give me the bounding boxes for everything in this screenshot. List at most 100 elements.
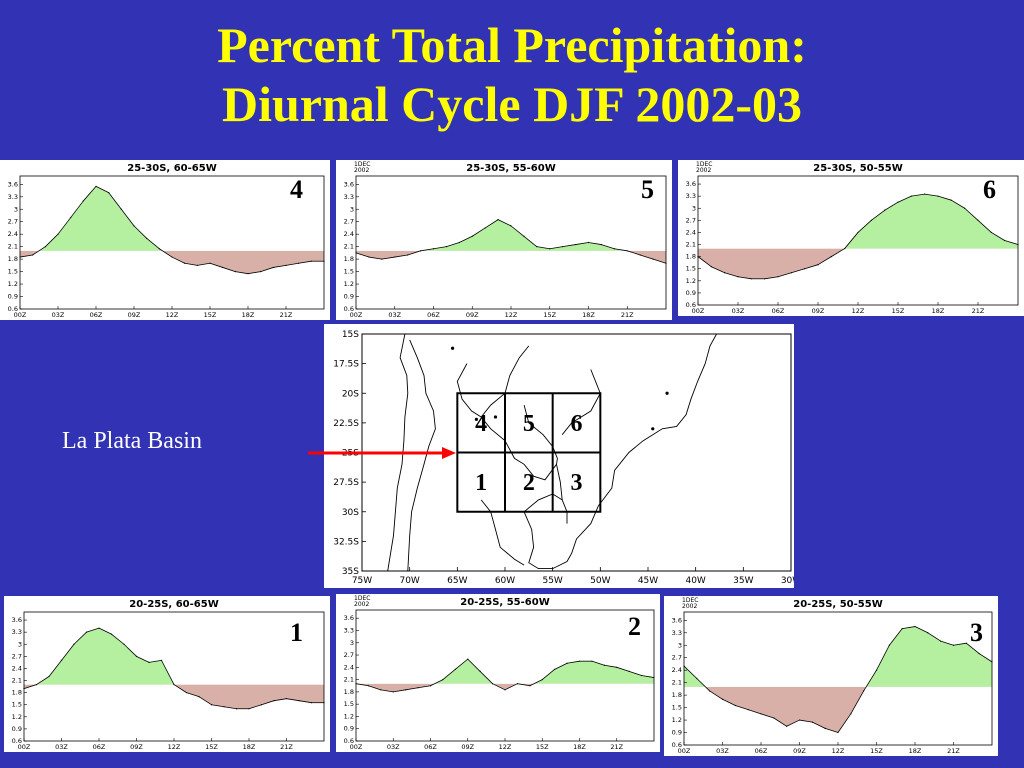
series-segment [652,258,667,264]
series-segment [209,262,223,268]
x-tick-label: 06Z [90,311,103,319]
series-segment [455,658,469,670]
y-tick-label: 1.8 [12,689,22,697]
y-tick-label: 2.7 [8,218,18,226]
y-tick-label: 3.3 [344,193,354,201]
map-feature [665,391,669,395]
series-segment [799,719,813,723]
map-coastline [456,345,530,418]
map-coastline [480,416,557,481]
x-tick-label: 09Z [461,743,474,751]
lon-tick-label: 75W [352,576,372,586]
series-segment [871,209,885,221]
series-segment [73,631,87,645]
lon-tick-label: 50W [590,576,610,586]
series-segment [108,192,122,210]
data-point [991,661,993,663]
series-segment [285,262,299,266]
y-tick-label: 2.1 [344,243,354,251]
x-tick-label: 06Z [93,743,106,751]
y-tick-label: 3.3 [8,193,18,201]
area-above-mean [356,659,654,684]
arrow-head [442,447,456,459]
series-segment [510,225,525,237]
series-segment [964,207,979,221]
series-segment [136,655,150,663]
series-segment [709,690,723,700]
x-tick-label: 21Z [280,743,293,751]
y-tick-label: 1.2 [672,716,682,724]
series-segment [86,627,100,633]
series-segment [504,683,518,691]
x-tick-label: 09Z [128,311,141,319]
region-label-1: 1 [290,618,303,647]
series-segment [394,254,408,258]
y-tick-label: 1.8 [8,255,18,263]
x-tick-label: 06Z [427,311,440,319]
y-tick-label: 3.6 [672,616,682,624]
series-segment [235,271,249,275]
series-segment [484,219,499,229]
y-tick-label: 2.1 [8,243,18,251]
series-segment [791,268,805,274]
series-segment [146,238,160,250]
y-tick-label: 1.5 [12,701,22,709]
series-segment [977,220,992,233]
y-tick-label: 3.6 [686,180,696,188]
data-point [665,262,667,264]
basin-label: La Plata Basin [62,428,202,454]
map-feature [450,346,455,350]
area-below-mean [684,686,992,733]
series-segment [604,664,617,668]
x-tick-label: 15Z [205,743,218,751]
lon-tick-label: 35W [733,576,753,586]
y-tick-label: 2.7 [672,654,682,662]
map-feature [651,427,655,431]
series-segment [61,644,75,661]
x-tick-label: 09Z [130,743,143,751]
grid-cell-label-3: 3 [571,470,583,496]
x-tick-label: 15Z [536,743,549,751]
y-tick-label: 2.1 [12,677,22,685]
x-tick-label: 06Z [772,307,785,315]
y-tick-label: 3.3 [344,626,354,634]
y-tick-label: 2.4 [344,230,354,238]
x-tick-label: 03Z [716,747,729,755]
x-tick-label: 18Z [242,311,255,319]
series-segment [247,271,261,275]
y-tick-label: 3 [678,641,682,649]
y-tick-label: 0.6 [12,737,22,745]
area-above-mean [20,186,324,251]
series-segment [884,201,899,211]
region-label-4: 4 [290,175,303,204]
y-tick-label: 1.5 [344,700,354,708]
x-tick-label: 09Z [793,747,806,755]
series-segment [430,679,444,687]
series-segment [914,626,929,634]
series-segment [442,669,456,680]
series-segment [479,671,493,684]
series-segment [381,256,395,260]
series-segment [764,276,779,280]
chart-header-date: 1DEC [354,595,370,602]
x-tick-label: 18Z [909,747,922,755]
y-tick-label: 2.4 [686,228,696,236]
y-tick-label: 3 [350,639,354,647]
series-segment [111,633,125,645]
series-segment [831,248,845,257]
x-tick-label: 21Z [621,311,634,319]
y-tick-label: 1.2 [12,713,22,721]
region-label-6: 6 [983,175,996,204]
series-segment [472,227,486,237]
series-segment [148,659,162,663]
series-segment [36,676,50,685]
series-segment [760,713,774,719]
series-segment [601,244,615,250]
x-tick-label: 12Z [168,743,181,751]
series-segment [286,698,300,702]
slide-title-line1: Percent Total Precipitation: [217,17,807,73]
y-tick-label: 3.3 [12,628,22,636]
